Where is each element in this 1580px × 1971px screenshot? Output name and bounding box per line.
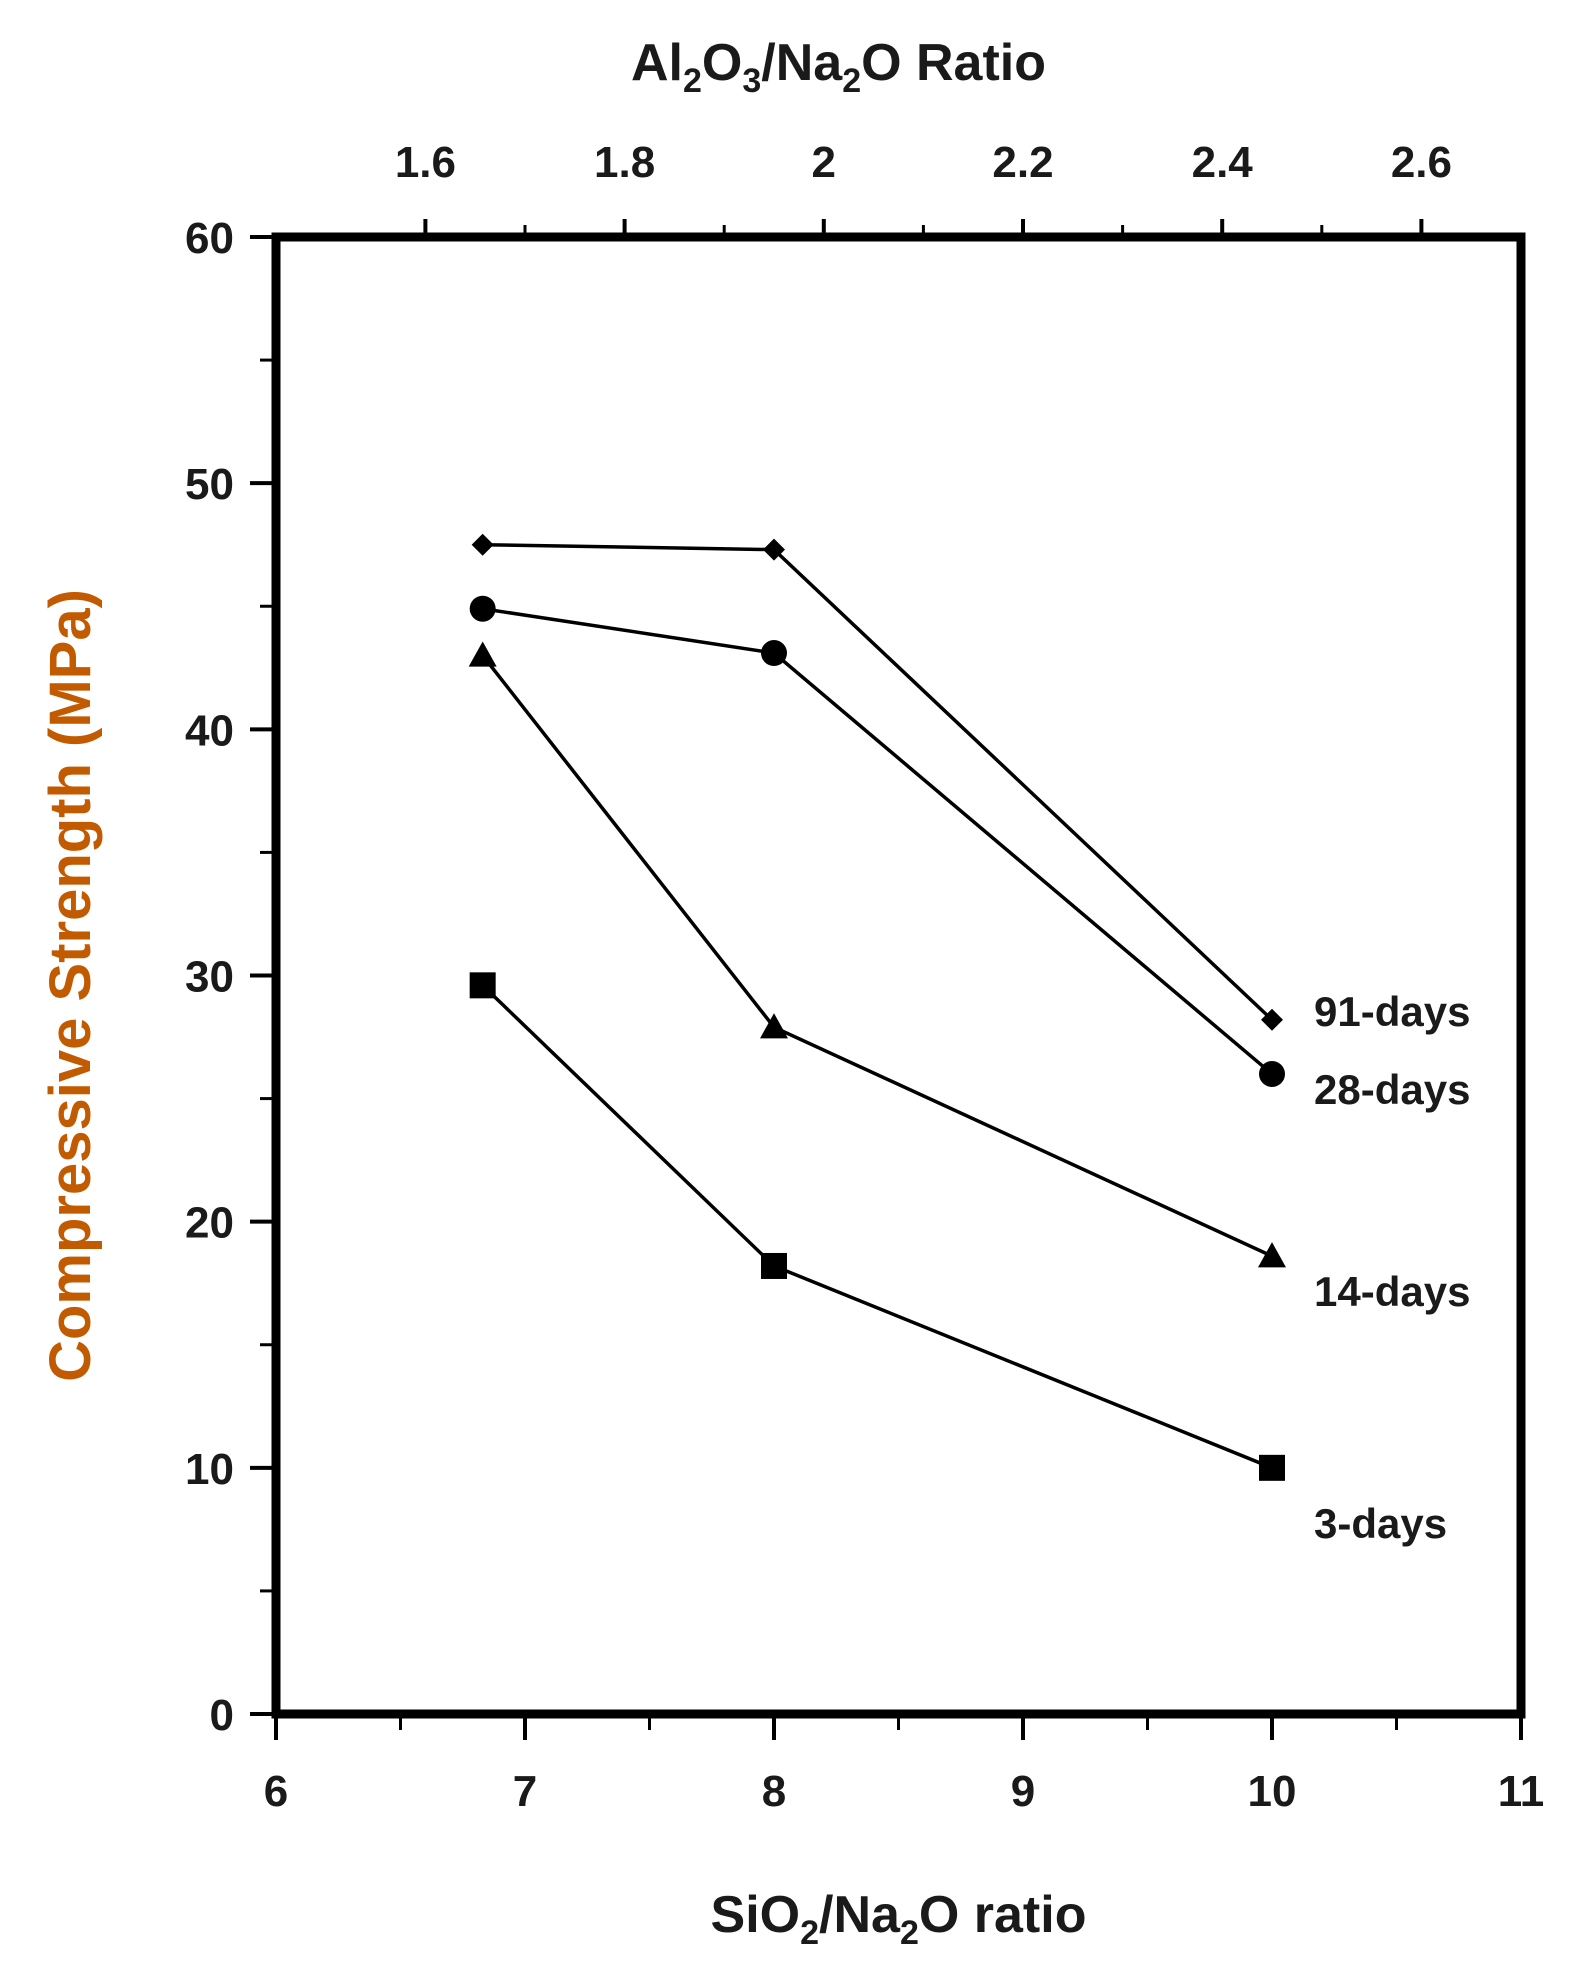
x-axis-title-part: SiO [711, 1886, 801, 1944]
marker-diamond [1261, 1008, 1283, 1031]
marker-triangle [760, 1013, 788, 1039]
x-axis-title-part: 2 [800, 1914, 819, 1952]
x2-axis-title-part: 3 [742, 62, 761, 100]
y-tick-label: 10 [185, 1445, 234, 1494]
marker-square [1259, 1454, 1285, 1481]
x-tick-label: 8 [762, 1767, 786, 1816]
y-tick-label: 0 [210, 1691, 234, 1740]
x2-axis-title-part: Al [631, 34, 683, 92]
x2-axis-title-part: /Na [761, 34, 843, 92]
y-tick-label: 40 [185, 706, 234, 755]
x-tick-label: 10 [1248, 1767, 1297, 1816]
series-line-14-days [481, 654, 1273, 1258]
marker-circle [761, 640, 787, 667]
x2-tick-label: 2.6 [1391, 138, 1452, 187]
series-line-91-days [482, 542, 1274, 1022]
y-axis-title: Compressive Strength (MPa) [38, 589, 103, 1382]
x-axis-title-part: /Na [819, 1886, 901, 1944]
y-tick-label: 30 [185, 953, 234, 1002]
x2-axis-title-part: O Ratio [861, 34, 1046, 92]
series-line-3-days [481, 984, 1273, 1470]
marker-triangle [468, 641, 497, 667]
series-label: 3-days [1314, 1500, 1447, 1547]
x2-axis-title-part: O [702, 34, 742, 92]
marker-triangle [1258, 1242, 1286, 1268]
marker-circle [1259, 1060, 1285, 1087]
marker-diamond [471, 533, 494, 556]
x-axis-title-part: O ratio [919, 1886, 1087, 1944]
x2-axis-title: Al2O3/Na2O Ratio [631, 34, 1046, 100]
series-label: 14-days [1314, 1268, 1470, 1315]
x2-axis-title-part: 2 [683, 62, 702, 100]
series-label: 91-days [1314, 988, 1470, 1035]
x-tick-label: 6 [264, 1767, 288, 1816]
x2-tick-label: 1.8 [594, 138, 655, 187]
x-axis-title: SiO2/Na2O ratio [711, 1886, 1087, 1952]
x2-tick-label: 2 [812, 138, 836, 187]
series-line-28-days [482, 606, 1274, 1076]
marker-square [761, 1252, 787, 1279]
x2-tick-label: 1.6 [395, 138, 456, 187]
y-tick-label: 50 [185, 460, 234, 509]
x-axis-title-part: 2 [900, 1914, 919, 1952]
y-tick-label: 60 [185, 214, 234, 263]
x-tick-label: 11 [1498, 1767, 1545, 1816]
x2-axis-title-part: 2 [842, 62, 861, 100]
marker-circle [469, 595, 496, 622]
series-label: 28-days [1314, 1066, 1470, 1113]
x2-tick-label: 2.4 [1192, 138, 1254, 187]
marker-diamond [763, 538, 785, 561]
y-tick-label: 20 [185, 1199, 234, 1248]
plot-frame [271, 232, 1526, 1719]
x-tick-label: 9 [1011, 1767, 1035, 1816]
x-tick-label: 7 [513, 1767, 537, 1816]
x2-tick-label: 2.2 [992, 138, 1053, 187]
marker-square [469, 972, 496, 999]
